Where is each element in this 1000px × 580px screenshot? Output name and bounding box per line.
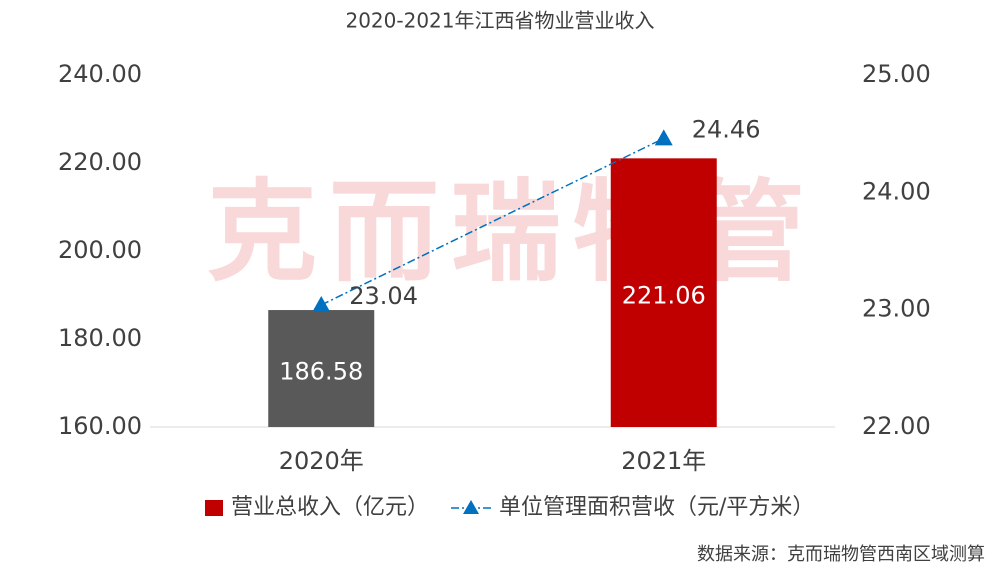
chart-title: 2020-2021年江西省物业营业收入 <box>345 9 654 33</box>
y-tick-label: 160.00 <box>58 412 142 440</box>
bar-value-label: 186.58 <box>279 358 363 386</box>
source-note: 数据来源：克而瑞物管西南区域测算 <box>697 544 985 565</box>
legend-label: 单位管理面积营收（元/平方米） <box>499 495 814 520</box>
line-marker <box>312 295 331 312</box>
bar <box>610 158 717 427</box>
y2-tick-label: 24.00 <box>862 177 931 205</box>
x-tick-label: 2020年 <box>279 447 364 475</box>
line-value-label: 23.04 <box>349 282 418 310</box>
bar <box>268 310 375 427</box>
y-tick-label: 220.00 <box>58 148 142 176</box>
legend-swatch <box>463 500 480 514</box>
line-value-label: 24.46 <box>692 115 761 143</box>
y2-tick-label: 25.00 <box>862 60 931 88</box>
y-tick-label: 200.00 <box>58 236 142 264</box>
watermark: 克而瑞物管 <box>207 168 817 296</box>
legend-label: 营业总收入（亿元） <box>231 495 429 520</box>
x-tick-label: 2021年 <box>621 447 706 475</box>
line-marker <box>654 129 673 146</box>
y-tick-label: 240.00 <box>58 60 142 88</box>
bar-value-label: 221.06 <box>622 282 706 310</box>
y2-tick-label: 22.00 <box>862 412 931 440</box>
legend-swatch <box>205 500 223 516</box>
y-tick-label: 180.00 <box>58 324 142 352</box>
y2-tick-label: 23.00 <box>862 295 931 323</box>
